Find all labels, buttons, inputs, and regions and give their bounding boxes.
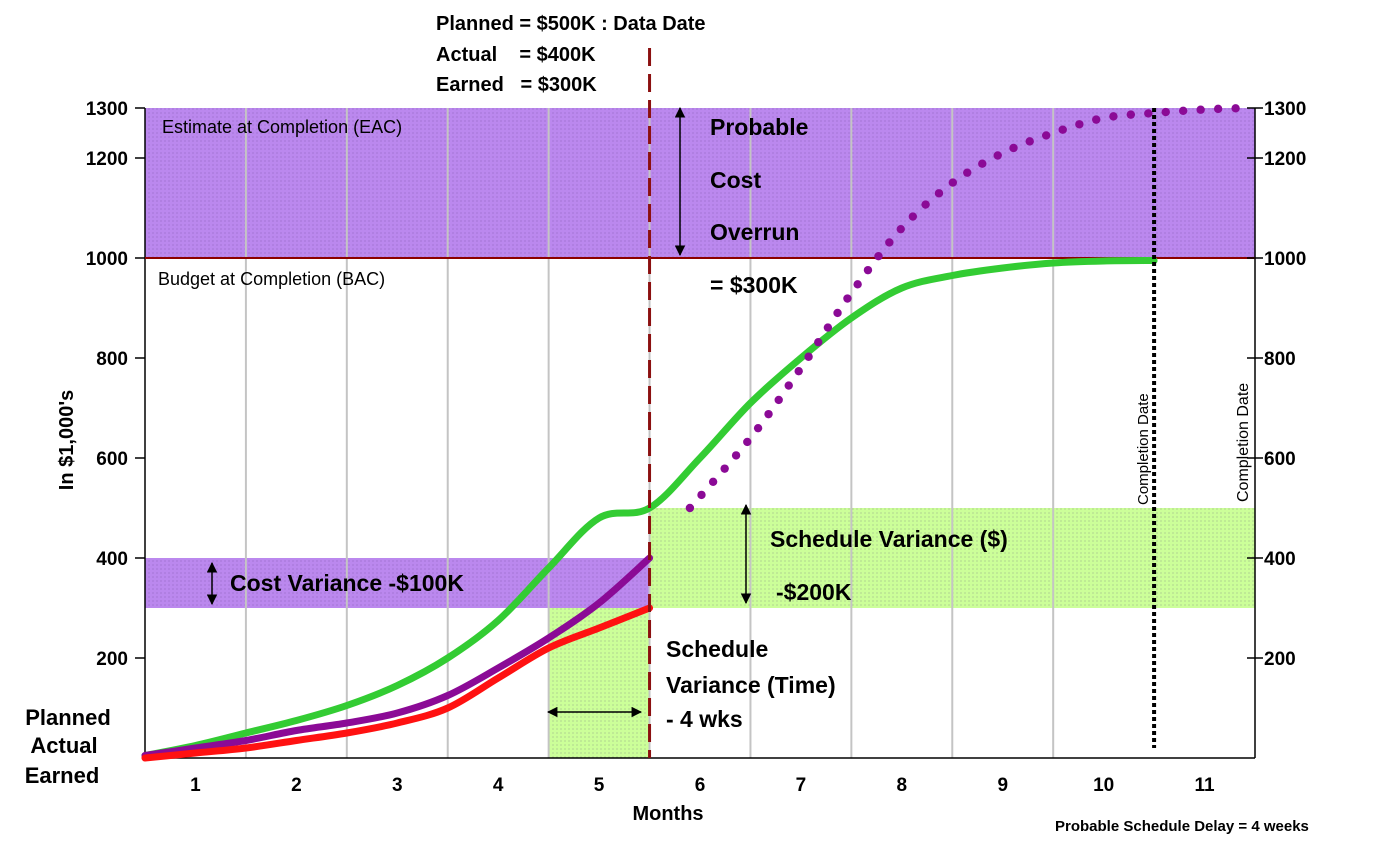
- y-tick-label-left: 1000: [86, 249, 128, 270]
- forecast-point: [814, 337, 823, 347]
- forecast-point: [833, 308, 842, 318]
- forecast-point: [1058, 125, 1067, 134]
- forecast-point: [963, 168, 972, 177]
- planned-value-label: Planned = $500K : Data Date: [436, 13, 706, 35]
- forecast-point: [1075, 120, 1084, 129]
- forecast-point: [921, 200, 930, 209]
- schedule-variance-time-band-texture: [548, 608, 650, 758]
- completion-date-label-right: Completion Date: [1235, 383, 1252, 502]
- sv-time-line-3: - 4 wks: [666, 706, 743, 732]
- x-tick-label: 7: [796, 775, 807, 796]
- x-tick-label: 2: [291, 775, 302, 796]
- x-tick-label: 9: [997, 775, 1008, 796]
- forecast-point: [1161, 107, 1170, 117]
- forecast-point: [794, 366, 803, 376]
- x-tick-label: 6: [695, 775, 706, 796]
- forecast-point: [720, 464, 729, 473]
- forecast-point: [993, 151, 1002, 160]
- x-tick-label: 1: [190, 775, 201, 796]
- y-tick-label-right: 400: [1264, 549, 1296, 570]
- forecast-point: [1196, 105, 1205, 114]
- forecast-point: [934, 189, 944, 198]
- cost-variance-label: Cost Variance -$100K: [230, 570, 464, 596]
- forecast-point: [863, 265, 873, 275]
- overrun-line-4: = $300K: [710, 272, 798, 298]
- y-tick-label-left: 1200: [86, 149, 128, 170]
- y-tick-label-left: 200: [96, 649, 128, 670]
- y-tick-label-right: 200: [1264, 649, 1296, 670]
- legend-actual: Actual: [30, 733, 97, 758]
- forecast-point: [708, 477, 718, 487]
- x-tick-label: 5: [594, 775, 605, 796]
- bac-label: Budget at Completion (BAC): [158, 269, 385, 289]
- forecast-point: [743, 437, 752, 447]
- overrun-line-3: Overrun: [710, 219, 799, 245]
- forecast-point: [823, 323, 833, 332]
- forecast-point: [874, 251, 883, 261]
- x-tick-label: 4: [493, 775, 504, 796]
- eac-label: Estimate at Completion (EAC): [162, 117, 402, 137]
- series-eac-forecast: [685, 104, 1240, 513]
- y-axis-title: In $1,000's: [56, 390, 78, 490]
- forecast-point: [697, 490, 706, 500]
- series-earned: [141, 604, 654, 762]
- forecast-point: [1126, 110, 1136, 119]
- forecast-point: [896, 224, 905, 234]
- overrun-line-2: Cost: [710, 167, 761, 193]
- x-tick-label: 11: [1194, 775, 1215, 796]
- forecast-point: [1144, 109, 1153, 118]
- forecast-point: [1092, 115, 1101, 124]
- y-tick-label-right: 800: [1264, 349, 1296, 370]
- forecast-point: [764, 409, 773, 419]
- forecast-point: [1109, 112, 1118, 121]
- forecast-point: [948, 178, 958, 187]
- forecast-point: [685, 503, 695, 513]
- footer-note: Probable Schedule Delay = 4 weeks: [1055, 818, 1309, 835]
- y-tick-label-left: 400: [96, 549, 128, 570]
- x-tick-label: 3: [392, 775, 403, 796]
- y-tick-label-left: 600: [96, 449, 128, 470]
- y-tick-label-left: 1300: [86, 99, 128, 120]
- forecast-point: [753, 423, 763, 433]
- earned-value-label: Earned = $300K: [436, 74, 597, 96]
- forecast-point: [1213, 104, 1223, 114]
- forecast-point: [885, 238, 894, 247]
- forecast-point: [1231, 104, 1240, 113]
- forecast-point: [843, 294, 852, 303]
- series-actual: [141, 554, 654, 759]
- x-tick-label: 8: [897, 775, 908, 796]
- cost-variance-band-texture: [145, 558, 650, 608]
- x-axis-title: Months: [632, 803, 703, 825]
- forecast-point: [978, 159, 987, 168]
- forecast-point: [774, 395, 783, 405]
- y-tick-label-right: 1000: [1264, 249, 1306, 270]
- forecast-point: [853, 280, 862, 289]
- y-tick-label-right: 600: [1264, 449, 1296, 470]
- y-tick-label-right: 1200: [1264, 149, 1306, 170]
- sv-time-line-2: Variance (Time): [666, 672, 836, 698]
- y-tick-label-right: 1300: [1264, 99, 1306, 120]
- eac-band-texture: [145, 108, 1255, 258]
- forecast-point: [1025, 137, 1034, 146]
- actual-value-label: Actual = $400K: [436, 44, 596, 66]
- legend-earned: Earned: [25, 763, 100, 788]
- forecast-point: [1009, 143, 1018, 153]
- forecast-point: [1178, 106, 1188, 116]
- legend-planned: Planned: [25, 705, 111, 730]
- forecast-point: [908, 212, 918, 221]
- sv-dollar-line-1: Schedule Variance ($): [770, 526, 1008, 552]
- forecast-point: [784, 381, 793, 390]
- completion-date-label: Completion Date: [1135, 393, 1152, 505]
- x-tick-label: 10: [1093, 775, 1114, 796]
- sv-dollar-line-2: -$200K: [776, 579, 852, 605]
- overrun-line-1: Probable: [710, 114, 808, 140]
- sv-time-line-1: Schedule: [666, 636, 768, 662]
- forecast-point: [731, 451, 741, 460]
- forecast-point: [1041, 131, 1051, 140]
- y-tick-label-left: 800: [96, 349, 128, 370]
- forecast-point: [804, 352, 813, 361]
